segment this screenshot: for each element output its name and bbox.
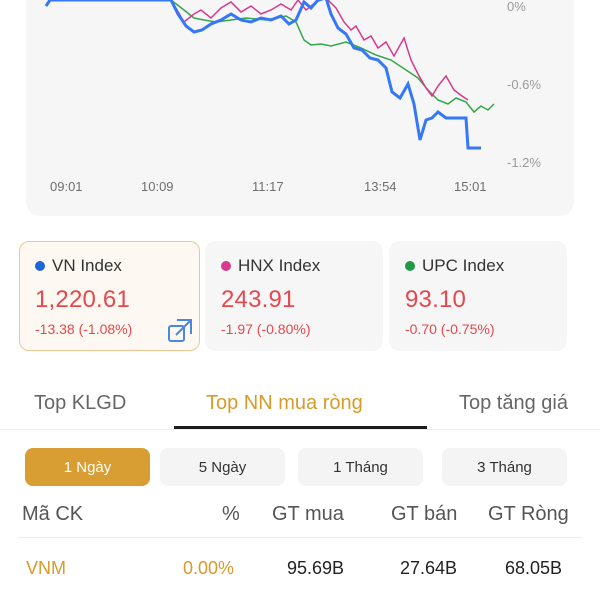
index-value: 1,220.61	[35, 286, 131, 313]
ranking-tabs: Top KLGD Top NN mua ròng Top tăng giá	[0, 378, 600, 430]
index-value: 93.10	[405, 286, 467, 313]
y-axis-label-1: -0.6%	[507, 77, 541, 92]
vn-index-dot	[35, 261, 45, 271]
index-change: -0.70 (-0.75%)	[405, 321, 495, 337]
tab-top-nn-mua-rong[interactable]: Top NN mua ròng	[206, 392, 363, 414]
hnx-index-dot	[221, 261, 231, 271]
x-axis-label-3: 13:54	[364, 179, 397, 194]
period-5-day-button[interactable]: 5 Ngày	[160, 448, 285, 486]
x-axis-label-4: 15:01	[454, 179, 487, 194]
index-line-chart: 0% -0.6% -1.2% 09:01 10:09 11:17 13:54 1…	[44, 0, 541, 194]
row-buy-value: 95.69B	[287, 558, 345, 578]
index-name: HNX Index	[238, 256, 321, 275]
hnx-index-line	[170, 0, 469, 101]
column-header-buy-value[interactable]: GT mua	[272, 503, 344, 525]
upc-index-line	[170, 0, 495, 114]
row-net-value: 68.05B	[505, 558, 563, 578]
column-header-sell-value[interactable]: GT bán	[391, 503, 458, 525]
index-name: UPC Index	[422, 256, 505, 275]
expand-icon[interactable]	[167, 318, 193, 344]
header-divider	[18, 537, 582, 538]
index-change: -13.38 (-1.08%)	[35, 321, 133, 337]
row-percent: 0.00%	[183, 558, 235, 578]
index-change: -1.97 (-0.80%)	[221, 321, 311, 337]
tab-top-klgd[interactable]: Top KLGD	[34, 392, 127, 414]
index-card-vn[interactable]: VN Index 1,220.61 -13.38 (-1.08%)	[19, 241, 200, 351]
column-header-net-value[interactable]: GT Ròng	[488, 503, 569, 525]
row-symbol: VNM	[26, 558, 66, 578]
period-3-month-button[interactable]: 3 Tháng	[442, 448, 567, 486]
row-sell-value: 27.64B	[400, 558, 458, 578]
column-header-percent[interactable]: %	[222, 503, 240, 525]
y-axis-label-2: -1.2%	[507, 155, 541, 170]
x-axis-label-1: 10:09	[141, 179, 174, 194]
index-chart-card: 0% -0.6% -1.2% 09:01 10:09 11:17 13:54 1…	[26, 0, 574, 216]
index-card-hnx[interactable]: HNX Index 243.91 -1.97 (-0.80%)	[205, 241, 383, 351]
period-1-day-button[interactable]: 1 Ngày	[25, 448, 150, 486]
active-tab-underline	[174, 426, 427, 429]
index-card-upc[interactable]: UPC Index 93.10 -0.70 (-0.75%)	[389, 241, 567, 351]
index-value: 243.91	[221, 286, 296, 313]
y-axis-label-0: 0%	[507, 0, 526, 14]
column-header-symbol[interactable]: Mã CK	[22, 503, 84, 525]
upc-index-dot	[405, 261, 415, 271]
x-axis-label-0: 09:01	[50, 179, 83, 194]
vn-index-line	[44, 0, 481, 150]
index-name: VN Index	[52, 256, 122, 275]
period-1-month-button[interactable]: 1 Tháng	[298, 448, 423, 486]
tab-top-tang-gia[interactable]: Top tăng giá	[459, 392, 568, 414]
tabs-divider	[0, 429, 600, 430]
x-axis-label-2: 11:17	[252, 179, 284, 194]
